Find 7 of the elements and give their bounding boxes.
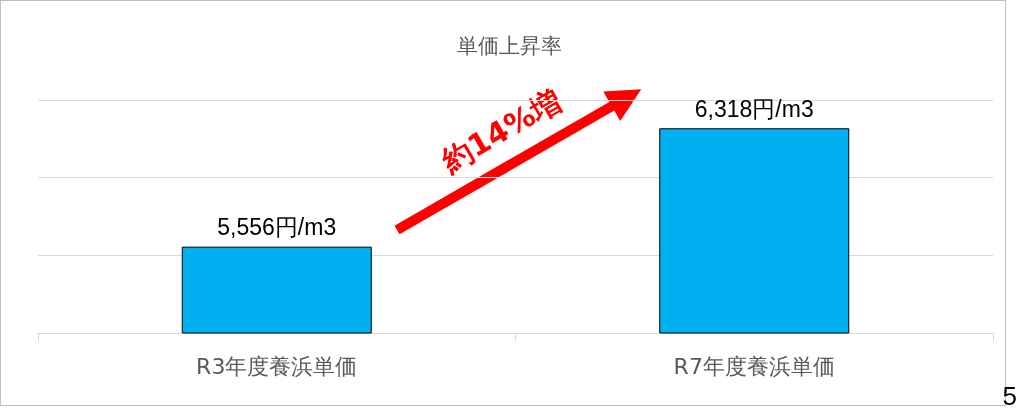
- x-tick-label: R3年度養浜単価: [196, 353, 358, 379]
- chart-title: 単価上昇率: [457, 33, 562, 58]
- x-tick-label: R7年度養浜単価: [673, 353, 835, 379]
- data-label: 5,556円/m3: [217, 214, 337, 241]
- text: 5: [1002, 381, 1018, 411]
- data-label: 6,318円/m3: [694, 95, 814, 122]
- annotation: 約14%増: [434, 82, 568, 180]
